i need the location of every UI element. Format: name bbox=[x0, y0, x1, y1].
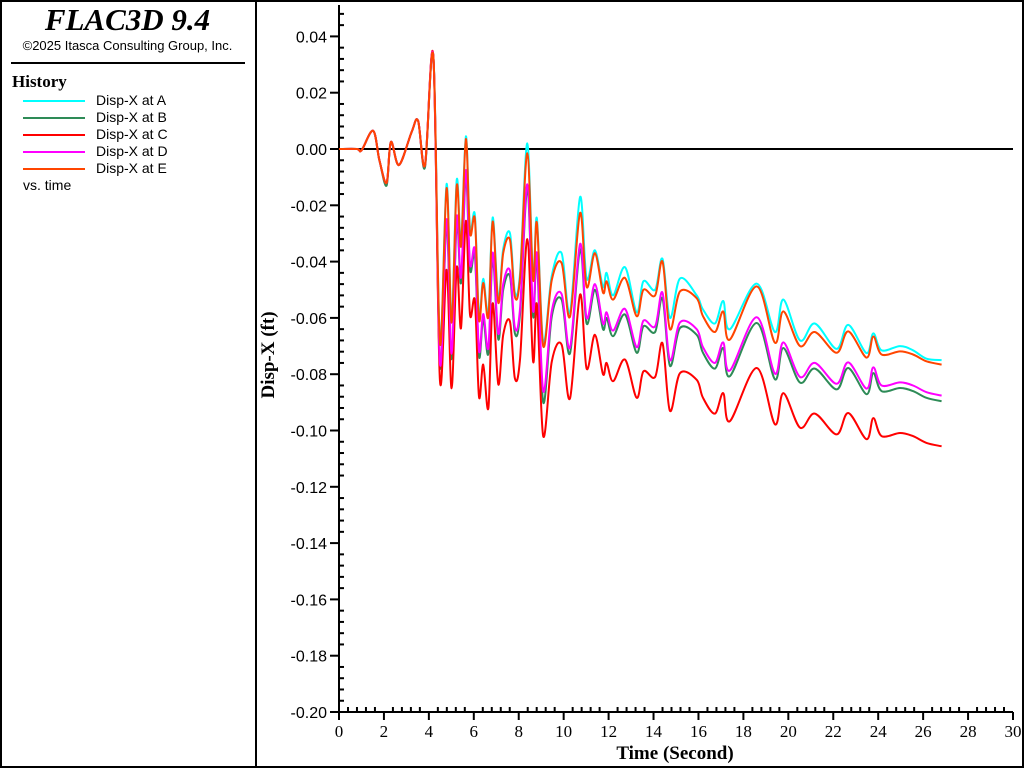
x-tick-label: 6 bbox=[470, 722, 479, 741]
y-tick-label: -0.08 bbox=[291, 367, 328, 384]
x-tick-label: 26 bbox=[915, 722, 932, 741]
legend-heading: History bbox=[12, 72, 67, 91]
divider bbox=[11, 62, 245, 64]
x-tick-label: 12 bbox=[600, 722, 617, 741]
series-line-disp-x-at-e bbox=[338, 51, 942, 366]
legend-label: Disp-X at C bbox=[96, 126, 168, 142]
y-tick-label: -0.16 bbox=[291, 592, 328, 609]
legend-label: Disp-X at E bbox=[96, 160, 167, 176]
legend-swatch bbox=[23, 151, 85, 153]
x-axis-title: Time (Second) bbox=[616, 743, 733, 764]
x-tick-label: 20 bbox=[780, 722, 797, 741]
x-tick-label: 8 bbox=[514, 722, 523, 741]
y-tick-label: -0.12 bbox=[291, 480, 328, 497]
x-tick-label: 4 bbox=[425, 722, 434, 741]
x-tick-label: 2 bbox=[380, 722, 389, 741]
x-tick-label: 30 bbox=[1005, 722, 1022, 741]
legend-swatch bbox=[23, 100, 85, 102]
legend-label: Disp-X at D bbox=[96, 143, 168, 159]
x-tick-label: 10 bbox=[555, 722, 572, 741]
legend-item: Disp-X at D bbox=[23, 143, 253, 160]
legend-label: Disp-X at A bbox=[96, 92, 167, 108]
x-tick-label: 22 bbox=[825, 722, 842, 741]
y-tick-label: -0.02 bbox=[291, 198, 328, 215]
x-tick-label: 14 bbox=[645, 722, 663, 741]
y-tick-label: -0.18 bbox=[291, 649, 328, 666]
legend-swatch bbox=[23, 134, 85, 136]
legend-label: Disp-X at B bbox=[96, 109, 167, 125]
y-axis-title: Disp-X (ft) bbox=[258, 311, 279, 398]
legend-footer: vs. time bbox=[23, 177, 72, 193]
y-tick-label: 0.02 bbox=[296, 86, 327, 103]
app-title: FLAC3D 9.4 bbox=[44, 2, 211, 37]
y-tick-label: 0.00 bbox=[296, 142, 327, 159]
x-tick-label: 0 bbox=[335, 722, 344, 741]
y-tick-label: -0.10 bbox=[291, 424, 328, 441]
copyright: ©2025 Itasca Consulting Group, Inc. bbox=[22, 38, 233, 53]
y-tick-label: -0.04 bbox=[291, 255, 328, 272]
legend-swatch bbox=[23, 117, 85, 119]
legend-item: Disp-X at B bbox=[23, 109, 253, 126]
x-tick-label: 24 bbox=[870, 722, 888, 741]
y-tick-label: -0.20 bbox=[291, 705, 328, 722]
y-tick-label: -0.06 bbox=[291, 311, 328, 328]
legend-item: Disp-X at E bbox=[23, 160, 253, 177]
x-tick-label: 18 bbox=[735, 722, 752, 741]
legend-panel: FLAC3D 9.4 ©2025 Itasca Consulting Group… bbox=[0, 0, 257, 768]
y-tick-label: -0.14 bbox=[291, 536, 328, 553]
legend-swatch bbox=[23, 168, 85, 170]
x-tick-label: 16 bbox=[690, 722, 707, 741]
y-tick-label: 0.04 bbox=[296, 29, 327, 46]
x-tick-label: 28 bbox=[960, 722, 977, 741]
legend-item: Disp-X at C bbox=[23, 126, 253, 143]
legend-item: Disp-X at A bbox=[23, 92, 253, 109]
